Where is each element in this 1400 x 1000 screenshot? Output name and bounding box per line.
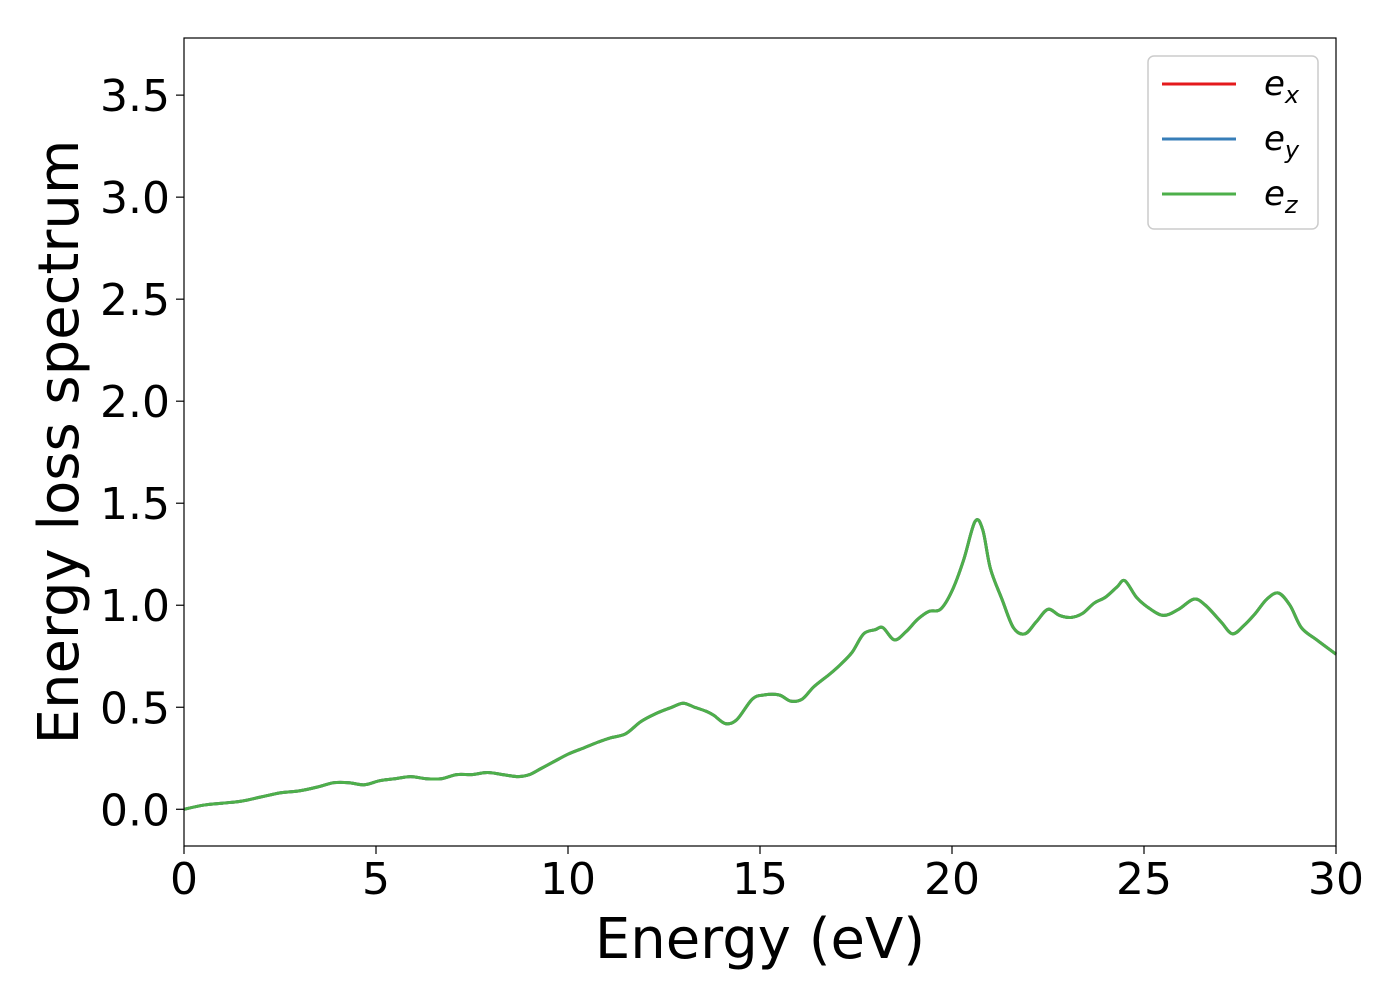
- y-tick-label: 3.0: [100, 173, 170, 224]
- legend-label-z: ez: [1264, 174, 1299, 219]
- legend-label-main: e: [1264, 119, 1285, 159]
- x-tick-label: 10: [540, 854, 596, 905]
- x-tick-label: 0: [170, 854, 198, 905]
- x-axis: 0 5 10 15 20 25 30: [170, 846, 1364, 905]
- x-tick-label: 25: [1116, 854, 1172, 905]
- legend-label-sub: y: [1284, 136, 1300, 164]
- legend-label-sub: x: [1284, 81, 1300, 109]
- plot-area: [184, 38, 1336, 846]
- legend-label-sub: z: [1284, 191, 1299, 219]
- y-tick-label: 1.0: [100, 581, 170, 632]
- y-tick-label: 2.5: [100, 275, 170, 326]
- legend-label-x: ex: [1264, 64, 1300, 109]
- x-tick-label: 5: [362, 854, 390, 905]
- series-line-z: [183, 518, 1337, 811]
- y-tick-label: 0.0: [100, 785, 170, 836]
- y-axis-label: Energy loss spectrum: [27, 140, 92, 745]
- legend-box: [1147, 55, 1319, 230]
- y-tick-label: 1.5: [100, 479, 170, 530]
- y-tick-label: 3.5: [100, 71, 170, 122]
- x-axis-label: Energy (eV): [595, 907, 925, 972]
- x-tick-label: 30: [1308, 854, 1364, 905]
- y-tick-label: 2.0: [100, 377, 170, 428]
- series-layer: [183, 518, 1337, 811]
- y-axis: 0.0 0.5 1.0 1.5 2.0 2.5 3.0 3.5: [100, 71, 184, 836]
- x-tick-label: 20: [924, 854, 980, 905]
- x-tick-label: 15: [732, 854, 788, 905]
- legend-label-y: ey: [1264, 119, 1300, 164]
- legend-label-main: e: [1264, 64, 1285, 104]
- legend-label-main: e: [1264, 174, 1285, 214]
- y-tick-label: 0.5: [100, 683, 170, 734]
